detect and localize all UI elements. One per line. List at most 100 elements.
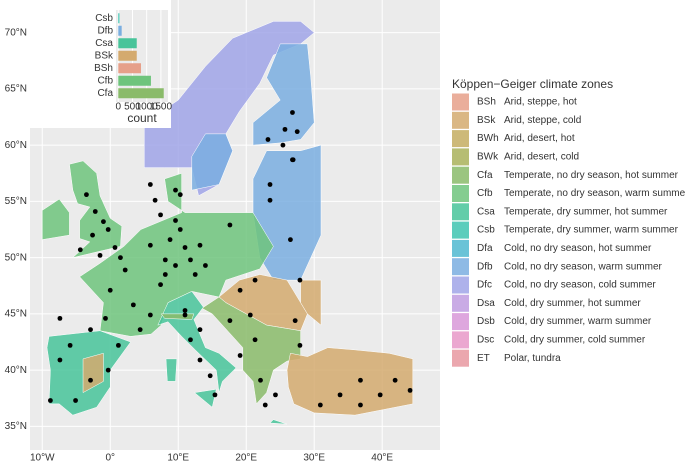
x-tick-label: 30°E (303, 453, 325, 463)
site-point (158, 212, 163, 218)
legend-code: Cfb (477, 188, 493, 199)
site-point (57, 357, 63, 363)
x-tick-label: 0 (115, 102, 121, 113)
legend-label: Temperate, no dry season, hot summer (504, 170, 679, 181)
legend-label: Arid, desert, hot (504, 133, 575, 144)
legend-code: Dfc (477, 280, 492, 291)
site-point (377, 392, 383, 398)
legend-label: Arid, desert, cold (504, 152, 579, 163)
site-point (101, 219, 106, 225)
site-point (162, 272, 168, 277)
site-point (118, 255, 123, 261)
x-tick-label: 1000 (136, 102, 159, 113)
legend-swatch (452, 111, 469, 129)
legend-title: Köppen−Geiger climate zones (452, 77, 613, 91)
legend-label: Cold, no dry season, cold summer (504, 280, 656, 291)
site-point (112, 245, 118, 250)
legend-label: Cold, dry summer, hot summer (504, 298, 641, 309)
y-tick-label: Cfa (97, 88, 113, 99)
site-point (173, 187, 178, 193)
site-point (297, 342, 303, 348)
legend-swatch (452, 93, 469, 111)
y-tick-label: 70°N (5, 27, 27, 38)
site-point (122, 267, 128, 273)
site-point (237, 353, 243, 358)
legend-code: Cfa (477, 170, 493, 181)
site-point (227, 222, 233, 228)
y-tick-label: 55°N (5, 196, 27, 207)
site-point (177, 192, 183, 198)
site-point (280, 142, 286, 148)
legend-swatch (452, 294, 469, 312)
site-point (188, 337, 193, 343)
site-point (103, 315, 108, 321)
legend-label: Arid, steppe, hot (504, 97, 577, 108)
y-tick-label: BSk (95, 50, 114, 61)
land-region (79, 172, 274, 337)
legend-swatch (452, 166, 469, 184)
site-point (130, 302, 136, 308)
site-point (90, 232, 95, 238)
y-tick-label: Dfb (97, 25, 113, 36)
site-point (57, 315, 63, 321)
x-tick-label: 500 (124, 102, 141, 113)
site-point (282, 126, 288, 132)
site-point (147, 312, 153, 318)
land-region (201, 296, 301, 405)
site-point (182, 245, 188, 250)
bar (118, 25, 122, 36)
site-point (212, 392, 218, 398)
site-point (337, 392, 343, 398)
legend-label: Cold, no dry season, warm summer (504, 261, 663, 272)
site-point (92, 209, 98, 214)
legend-code: Csa (477, 206, 495, 217)
site-point (147, 182, 153, 187)
site-point (192, 272, 198, 277)
legend-swatch (452, 185, 469, 202)
site-point (197, 327, 203, 333)
site-point (207, 373, 213, 379)
legend-swatch (452, 258, 469, 276)
legend-swatch (452, 203, 469, 221)
y-tick-label: Csa (95, 38, 113, 49)
legend-swatch (452, 276, 469, 294)
site-point (252, 277, 258, 283)
legend-code: Dsa (477, 298, 495, 309)
site-point (227, 318, 233, 324)
site-point (267, 197, 273, 203)
site-point (203, 263, 208, 268)
site-point (273, 392, 278, 398)
bar (118, 88, 164, 99)
land-region (165, 358, 178, 382)
y-tick-label: Cfb (97, 75, 113, 86)
x-tick-label: 20°E (235, 453, 257, 463)
site-point (290, 157, 295, 163)
legend-code: Dsb (477, 316, 495, 327)
land-region (300, 279, 322, 326)
site-point (297, 277, 303, 283)
site-point (197, 242, 203, 248)
legend-label: Temperate, dry summer, warm summer (504, 225, 679, 236)
site-point (147, 242, 153, 248)
bar (118, 13, 120, 24)
y-tick-label: 45°N (5, 309, 27, 320)
legend-swatch (452, 313, 469, 331)
site-point (67, 342, 73, 348)
legend-label: Temperate, dry summer, hot summer (504, 206, 668, 217)
bar (118, 75, 151, 86)
legend-code: Dfb (477, 261, 493, 272)
site-point (392, 377, 398, 383)
site-point (358, 402, 363, 408)
legend-label: Polar, tundra (504, 353, 561, 364)
legend-code: BSk (477, 115, 496, 126)
site-point (88, 327, 93, 333)
x-tick-label: 0° (105, 453, 115, 463)
site-point (162, 257, 168, 263)
legend-swatch (452, 239, 469, 257)
y-tick-label: Csb (95, 13, 113, 24)
legend-code: Dsc (477, 335, 494, 346)
site-point (407, 387, 413, 393)
legend-label: Cold, dry summer, cold summer (504, 335, 646, 346)
site-point (182, 308, 188, 313)
legend-label: Cold, dry summer, warm summer (504, 316, 652, 327)
